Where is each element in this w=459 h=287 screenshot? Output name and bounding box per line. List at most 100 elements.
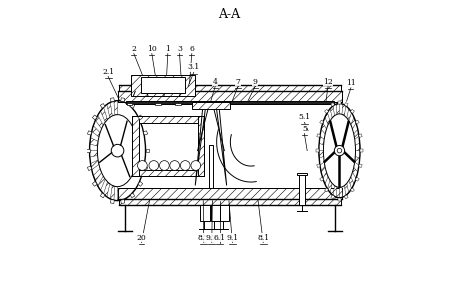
Polygon shape xyxy=(90,151,98,157)
Polygon shape xyxy=(350,188,354,192)
Polygon shape xyxy=(92,181,97,186)
Polygon shape xyxy=(333,186,337,197)
Polygon shape xyxy=(95,115,103,129)
Bar xyxy=(155,103,161,105)
Text: 6: 6 xyxy=(190,45,194,53)
Polygon shape xyxy=(138,115,143,120)
Polygon shape xyxy=(325,109,329,113)
Bar xyxy=(119,85,341,91)
Bar xyxy=(192,102,230,109)
Bar xyxy=(139,123,197,170)
Text: 10: 10 xyxy=(147,45,157,53)
Polygon shape xyxy=(111,98,114,102)
Polygon shape xyxy=(195,106,227,185)
Bar xyxy=(195,103,201,105)
Text: 9.2: 9.2 xyxy=(206,234,218,242)
Circle shape xyxy=(160,161,169,170)
Polygon shape xyxy=(121,199,125,203)
Polygon shape xyxy=(355,177,359,181)
Polygon shape xyxy=(120,101,125,116)
Polygon shape xyxy=(327,180,332,193)
Polygon shape xyxy=(130,104,135,108)
Polygon shape xyxy=(355,156,360,165)
Bar xyxy=(299,174,305,205)
Bar xyxy=(132,170,204,176)
Polygon shape xyxy=(132,172,140,186)
Text: 7: 7 xyxy=(235,77,241,86)
Text: 9.1: 9.1 xyxy=(226,234,238,242)
Text: 11: 11 xyxy=(346,79,356,87)
Polygon shape xyxy=(319,151,324,158)
Polygon shape xyxy=(317,134,320,137)
Polygon shape xyxy=(111,199,114,203)
Polygon shape xyxy=(344,195,348,199)
Bar xyxy=(126,101,334,104)
Polygon shape xyxy=(138,181,143,186)
Polygon shape xyxy=(319,177,324,181)
Polygon shape xyxy=(321,123,326,134)
Polygon shape xyxy=(349,177,354,189)
Bar xyxy=(118,102,342,188)
Polygon shape xyxy=(110,185,115,200)
Bar xyxy=(118,188,342,199)
Polygon shape xyxy=(360,149,363,152)
Polygon shape xyxy=(342,104,346,116)
Polygon shape xyxy=(128,179,134,194)
Text: A-A: A-A xyxy=(218,8,241,21)
Polygon shape xyxy=(101,104,105,108)
Polygon shape xyxy=(98,176,105,190)
Polygon shape xyxy=(118,186,121,201)
Polygon shape xyxy=(344,183,349,195)
Polygon shape xyxy=(104,182,110,197)
Bar xyxy=(211,205,219,221)
Polygon shape xyxy=(90,160,99,170)
Text: 6.1: 6.1 xyxy=(213,234,225,242)
Bar xyxy=(118,91,342,102)
Polygon shape xyxy=(92,115,97,120)
Text: 3.1: 3.1 xyxy=(188,63,200,71)
Polygon shape xyxy=(134,120,142,133)
Text: 8.1: 8.1 xyxy=(257,234,269,242)
Text: 2: 2 xyxy=(131,45,136,53)
Text: 5: 5 xyxy=(302,125,307,133)
Polygon shape xyxy=(351,117,356,129)
Text: 1: 1 xyxy=(165,45,170,53)
Text: 8.2: 8.2 xyxy=(198,234,210,242)
Text: 5.1: 5.1 xyxy=(298,113,310,121)
Bar xyxy=(141,77,185,93)
Polygon shape xyxy=(320,162,325,172)
Polygon shape xyxy=(331,103,335,106)
Polygon shape xyxy=(358,134,362,137)
Text: 20: 20 xyxy=(137,234,146,242)
Polygon shape xyxy=(137,155,146,164)
Polygon shape xyxy=(338,101,341,104)
Polygon shape xyxy=(355,120,359,124)
Polygon shape xyxy=(138,144,146,151)
Polygon shape xyxy=(130,111,137,125)
Text: 3: 3 xyxy=(177,45,182,53)
Polygon shape xyxy=(130,193,135,198)
Polygon shape xyxy=(114,101,118,115)
Circle shape xyxy=(111,144,124,157)
Polygon shape xyxy=(123,184,128,199)
Polygon shape xyxy=(319,120,324,124)
Circle shape xyxy=(170,161,179,170)
Polygon shape xyxy=(323,172,328,184)
Text: 9: 9 xyxy=(253,77,257,86)
Polygon shape xyxy=(358,164,362,167)
Polygon shape xyxy=(319,136,324,145)
Polygon shape xyxy=(146,149,149,152)
Circle shape xyxy=(138,161,147,170)
Ellipse shape xyxy=(97,115,138,187)
Bar xyxy=(175,103,181,105)
Polygon shape xyxy=(87,131,92,135)
Polygon shape xyxy=(121,98,125,102)
Polygon shape xyxy=(325,113,330,125)
Bar xyxy=(297,173,308,175)
Text: 2.1: 2.1 xyxy=(102,67,114,75)
Polygon shape xyxy=(135,164,143,176)
Polygon shape xyxy=(93,169,101,181)
Ellipse shape xyxy=(324,114,356,187)
Polygon shape xyxy=(125,104,132,119)
Circle shape xyxy=(191,161,201,170)
